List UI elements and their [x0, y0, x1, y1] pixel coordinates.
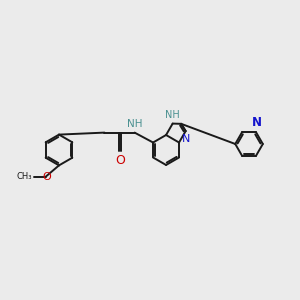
Text: N: N — [182, 134, 190, 144]
Text: NH: NH — [165, 110, 179, 120]
Text: O: O — [42, 172, 51, 182]
Text: NH: NH — [127, 118, 142, 129]
Text: O: O — [115, 154, 125, 167]
Text: CH₃: CH₃ — [16, 172, 32, 181]
Text: N: N — [252, 116, 262, 129]
